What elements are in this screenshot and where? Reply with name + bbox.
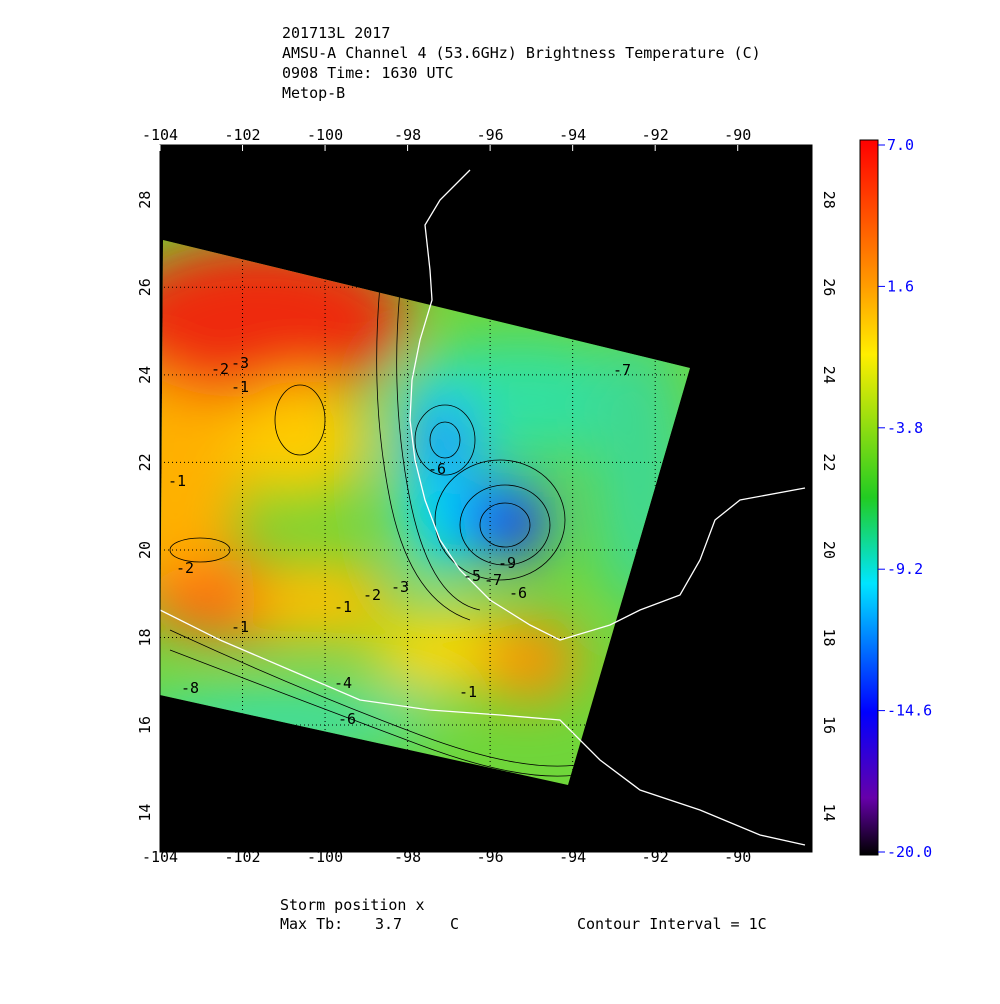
lat-tick-label: 20 (136, 541, 154, 559)
lon-tick-label: -100 (307, 848, 343, 866)
contour-label: -1 (231, 378, 249, 396)
contour-label: -6 (509, 584, 527, 602)
lat-tick-label: 24 (136, 366, 154, 384)
lon-tick-label: -100 (307, 126, 343, 144)
header-line: 201713L 2017 (282, 24, 390, 42)
lat-tick-label: 26 (820, 278, 838, 296)
lon-tick-label: -104 (142, 126, 178, 144)
colorbar-label: -20.0 (887, 843, 932, 861)
lon-tick-label: -94 (559, 126, 586, 144)
contour-label: -4 (334, 674, 352, 692)
max-tb-unit: C (450, 915, 459, 933)
colorbar-label: 7.0 (887, 136, 914, 154)
contour-label: -9 (498, 554, 516, 572)
lat-tick-label: 24 (820, 366, 838, 384)
max-tb-label: Max Tb: (280, 915, 343, 933)
colorbar-label: 1.6 (887, 277, 914, 295)
lon-tick-label: -104 (142, 848, 178, 866)
storm-position: Storm position x (280, 896, 425, 914)
contour-label: -1 (168, 472, 186, 490)
lon-tick-label: -92 (642, 126, 669, 144)
contour-label: -1 (459, 683, 477, 701)
lat-tick-label: 18 (820, 628, 838, 646)
colorbar-label: -9.2 (887, 560, 923, 578)
lon-tick-label: -98 (394, 848, 421, 866)
lat-tick-label: 26 (136, 278, 154, 296)
lat-tick-label: 16 (136, 716, 154, 734)
lon-tick-label: -96 (477, 126, 504, 144)
contour-label: -1 (334, 598, 352, 616)
contour-label: -2 (363, 586, 381, 604)
lon-tick-label: -98 (394, 126, 421, 144)
header-line: 0908 Time: 1630 UTC (282, 64, 454, 82)
header-line: Metop-B (282, 84, 345, 102)
lat-tick-label: 18 (136, 628, 154, 646)
contour-label: -3 (231, 354, 249, 372)
lat-tick-label: 14 (820, 804, 838, 822)
colorbar-label: -14.6 (887, 702, 932, 720)
coastline (159, 609, 806, 846)
lon-tick-label: -102 (224, 848, 260, 866)
contour-label: -5 (463, 567, 481, 585)
contours (169, 284, 601, 777)
lat-tick-label: 22 (136, 453, 154, 471)
lon-tick-label: -90 (724, 126, 751, 144)
contour-label: -8 (181, 679, 199, 697)
lat-tick-label: 28 (136, 191, 154, 209)
coastline (409, 169, 806, 641)
contour-label: -6 (428, 460, 446, 478)
lon-tick-label: -90 (724, 848, 751, 866)
contour-label: -2 (176, 559, 194, 577)
colorbar-label: -3.8 (887, 419, 923, 437)
lon-tick-label: -94 (559, 848, 586, 866)
header-line: AMSU-A Channel 4 (53.6GHz) Brightness Te… (282, 44, 761, 62)
contour-label: -2 (211, 360, 229, 378)
max-tb-value: 3.7 (375, 915, 402, 933)
lat-tick-label: 22 (820, 453, 838, 471)
contour-label: -7 (613, 361, 631, 379)
lon-tick-label: -102 (224, 126, 260, 144)
lat-tick-label: 16 (820, 716, 838, 734)
lat-tick-label: 14 (136, 804, 154, 822)
colorbar (859, 139, 879, 856)
lon-tick-label: -92 (642, 848, 669, 866)
contour-label: -6 (338, 710, 356, 728)
lon-tick-label: -96 (477, 848, 504, 866)
lat-tick-label: 28 (820, 191, 838, 209)
contour-interval: Contour Interval = 1C (577, 915, 767, 933)
contour-label: -1 (231, 618, 249, 636)
lat-tick-label: 20 (820, 541, 838, 559)
contour-label: -3 (391, 578, 409, 596)
map-border (159, 144, 813, 853)
contour-label: -7 (484, 571, 502, 589)
